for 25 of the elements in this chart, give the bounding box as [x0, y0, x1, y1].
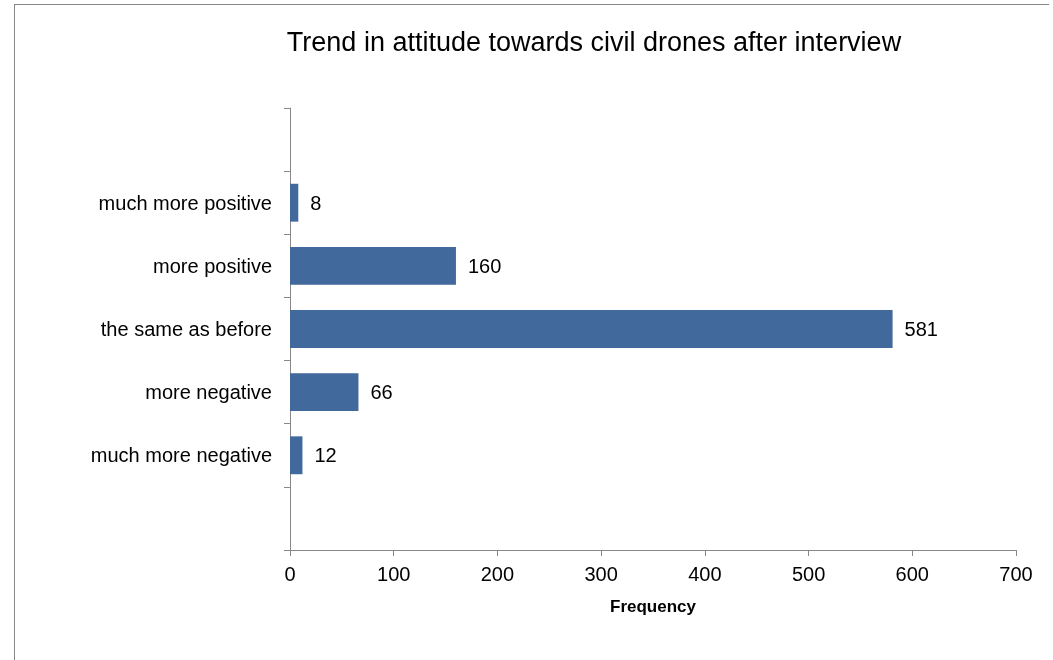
x-tick-label: 600	[895, 563, 929, 585]
x-tick-label: 100	[377, 563, 411, 585]
y-tick-label: much more negative	[90, 444, 272, 467]
x-axis-title: Frequency	[610, 597, 697, 616]
y-tick-label: much more positive	[98, 191, 272, 214]
chart-title: Trend in attitude towards civil drones after interview	[286, 26, 902, 57]
bar	[290, 183, 299, 222]
y-tick-label: the same as before	[100, 318, 272, 340]
x-tick-label: 200	[480, 563, 515, 585]
data-label: 8	[310, 191, 322, 214]
x-tick-label: 400	[688, 563, 722, 585]
x-tick-label: 300	[584, 563, 618, 585]
x-tick-label: 700	[999, 563, 1033, 585]
x-tick-label: 0	[284, 563, 296, 585]
data-label: 581	[904, 318, 938, 340]
y-tick-label: more positive	[153, 254, 272, 277]
bar	[290, 436, 303, 475]
x-tick-label: 500	[791, 563, 826, 585]
data-label: 12	[314, 444, 337, 467]
bar	[290, 310, 893, 348]
bar	[290, 373, 359, 412]
data-label: 160	[467, 254, 502, 277]
y-tick-label: more negative	[145, 381, 272, 404]
data-label: 66	[370, 381, 393, 404]
bar	[290, 246, 456, 285]
